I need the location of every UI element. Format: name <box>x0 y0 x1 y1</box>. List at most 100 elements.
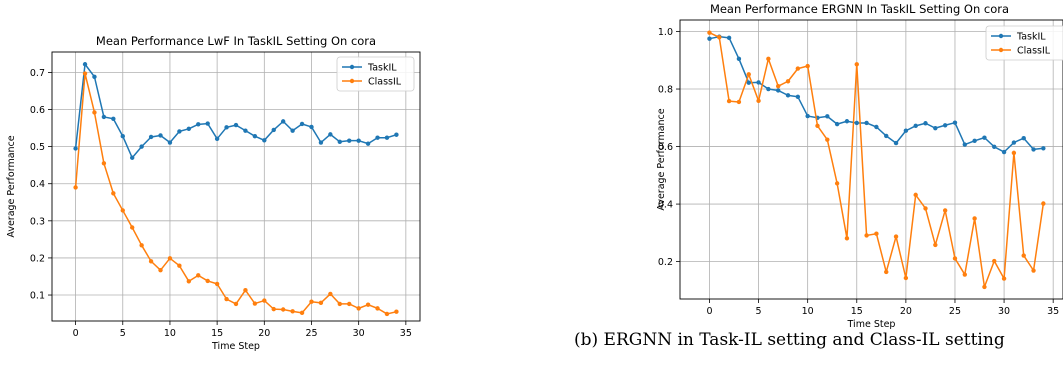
x-tick-label: 25 <box>305 328 317 339</box>
data-point-taskil <box>1011 140 1017 145</box>
data-point-taskil <box>785 93 791 98</box>
data-point-classil <box>717 35 722 40</box>
data-point-classil <box>942 208 948 213</box>
legend-marker-taskil <box>998 33 1004 39</box>
data-point-taskil <box>726 35 732 41</box>
x-tick-label: 10 <box>164 328 176 339</box>
data-point-classil <box>101 161 107 166</box>
data-point-taskil <box>365 141 371 146</box>
data-point-taskil <box>299 121 305 127</box>
legend-label-taskil: TaskIL <box>1016 32 1046 43</box>
data-point-classil <box>756 98 761 104</box>
data-point-taskil <box>111 116 116 121</box>
data-point-taskil <box>1031 147 1036 152</box>
x-tick-label: 15 <box>211 328 223 339</box>
data-point-taskil <box>337 139 342 144</box>
data-point-taskil <box>82 62 88 67</box>
data-point-classil <box>92 110 97 115</box>
x-axis-label: Time Step <box>211 341 260 352</box>
data-point-taskil <box>252 134 258 139</box>
data-point-taskil <box>356 138 361 143</box>
data-point-taskil <box>158 133 163 138</box>
data-point-classil <box>903 275 909 281</box>
x-tick-label: 5 <box>120 328 126 339</box>
data-point-taskil <box>196 122 201 127</box>
data-point-taskil <box>290 128 295 133</box>
data-point-taskil <box>962 142 967 147</box>
data-point-taskil <box>394 132 399 137</box>
data-point-taskil <box>766 86 771 92</box>
data-point-classil <box>167 256 173 261</box>
data-point-taskil <box>280 119 286 124</box>
data-point-classil <box>1041 201 1046 206</box>
data-point-classil <box>214 281 220 287</box>
data-point-taskil <box>982 135 987 140</box>
data-point-taskil <box>271 127 276 133</box>
data-point-taskil <box>825 114 830 119</box>
data-point-classil <box>746 72 751 77</box>
data-point-taskil <box>1001 149 1007 155</box>
data-point-classil <box>982 284 987 290</box>
data-point-classil <box>874 231 879 236</box>
data-point-taskil <box>347 138 352 143</box>
data-point-taskil <box>214 136 220 142</box>
data-point-taskil <box>884 133 889 139</box>
data-point-classil <box>1021 253 1026 258</box>
legend-marker-taskil <box>349 64 355 70</box>
data-point-taskil <box>309 124 314 130</box>
data-point-taskil <box>243 128 248 133</box>
x-tick-label: 20 <box>258 328 270 339</box>
data-point-classil <box>1001 276 1007 281</box>
data-point-classil <box>233 301 239 307</box>
data-point-classil <box>1011 150 1017 156</box>
data-point-classil <box>815 123 820 129</box>
data-point-taskil <box>1021 136 1026 141</box>
data-point-classil <box>933 242 938 248</box>
data-point-classil <box>972 216 977 221</box>
data-point-classil <box>318 300 324 306</box>
data-point-taskil <box>864 120 869 126</box>
data-point-classil <box>795 66 801 71</box>
data-point-taskil <box>805 113 810 119</box>
data-point-taskil <box>384 135 390 140</box>
chart-title: Mean Performance ERGNN In TaskIL Setting… <box>710 2 1009 16</box>
data-point-classil <box>158 267 163 273</box>
x-axis-label: Time Step <box>847 319 896 330</box>
data-point-taskil <box>736 56 742 62</box>
chart-lwf: 0 5 10 15 20 25 30 35 0.1 0.2 0.3 0.4 0.5 0.6 0.7 Mean … <box>6 34 421 352</box>
data-point-classil <box>834 181 840 186</box>
x-tick-label: 35 <box>400 328 412 339</box>
data-point-classil <box>111 191 116 196</box>
data-point-classil <box>893 234 899 239</box>
data-point-taskil <box>992 144 997 150</box>
data-point-classil <box>394 309 399 314</box>
data-point-taskil <box>707 36 712 41</box>
data-point-taskil <box>120 134 125 139</box>
data-point-classil <box>825 137 830 142</box>
data-point-taskil <box>262 138 267 143</box>
data-point-classil <box>776 83 781 89</box>
data-point-classil <box>337 301 342 307</box>
data-point-classil <box>130 225 135 230</box>
data-point-classil <box>271 306 276 312</box>
x-tick-label: 30 <box>353 328 365 339</box>
data-point-taskil <box>328 132 333 137</box>
y-tick-label: 0.4 <box>658 200 673 211</box>
data-point-classil <box>73 185 78 190</box>
legend-marker-classil <box>349 78 355 84</box>
data-point-classil <box>290 309 295 314</box>
data-point-taskil <box>913 123 918 129</box>
data-point-classil <box>196 273 201 278</box>
data-point-classil <box>726 98 732 104</box>
data-point-classil <box>177 263 182 268</box>
x-tick-label: 25 <box>949 306 961 317</box>
data-point-classil <box>805 63 810 69</box>
data-point-classil <box>280 307 286 312</box>
data-point-taskil <box>874 124 879 130</box>
data-point-classil <box>1031 268 1036 273</box>
data-point-classil <box>365 302 371 307</box>
data-point-classil <box>148 259 154 264</box>
data-point-classil <box>785 79 791 84</box>
legend-marker-classil <box>998 47 1004 53</box>
